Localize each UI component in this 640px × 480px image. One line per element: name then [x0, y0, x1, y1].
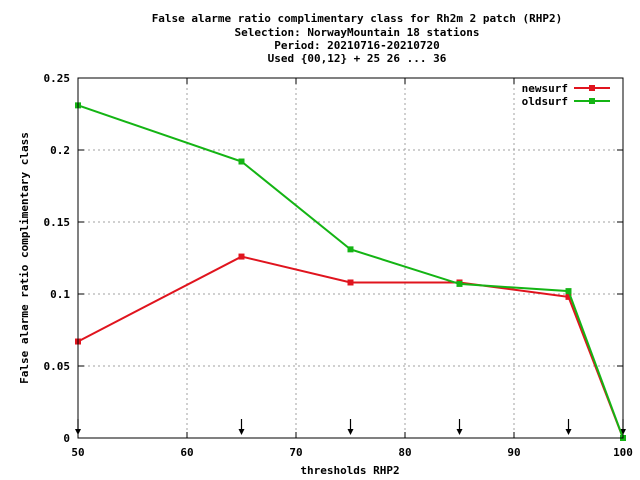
threshold-markers — [75, 419, 626, 435]
x-tick-label: 80 — [398, 446, 411, 459]
x-tick-label: 90 — [507, 446, 520, 459]
series-line-oldsurf — [77, 104, 624, 439]
threshold-arrow-head — [565, 429, 572, 435]
chart-title-line-1: False alarme ratio complimentary class f… — [152, 12, 563, 25]
x-tick-label: 60 — [180, 446, 193, 459]
y-tick-label: 0.05 — [44, 360, 71, 373]
x-axis-ticks: 50 60 70 80 90 100 — [71, 78, 633, 459]
legend-marker-newsurf — [589, 85, 595, 91]
data-point-oldsurf — [347, 246, 354, 253]
legend-label-oldsurf: oldsurf — [522, 95, 568, 108]
y-axis-ticks: 0 0.05 0.1 0.15 0.2 0.25 — [44, 72, 623, 445]
threshold-arrow-icon — [565, 419, 572, 435]
threshold-arrow-icon — [347, 419, 354, 435]
legend-marker-oldsurf — [589, 98, 595, 104]
threshold-arrow-head — [456, 429, 463, 435]
chart-title-line-3: Period: 20210716-20210720 — [274, 39, 440, 52]
y-tick-label: 0.2 — [50, 144, 70, 157]
y-tick-label: 0 — [63, 432, 70, 445]
x-tick-label: 70 — [289, 446, 302, 459]
data-point-newsurf — [565, 293, 572, 300]
x-tick-label: 100 — [613, 446, 633, 459]
y-tick-label: 0.25 — [44, 72, 71, 85]
threshold-arrow-head — [347, 429, 354, 435]
threshold-arrow-icon — [456, 419, 463, 435]
plot-frame — [77, 77, 624, 439]
chart-title-line-2: Selection: NorwayMountain 18 stations — [234, 26, 479, 39]
series-newsurf — [75, 253, 626, 441]
grid — [78, 78, 623, 438]
legend-label-newsurf: newsurf — [522, 82, 568, 95]
y-tick-label: 0.15 — [44, 216, 71, 229]
data-point-oldsurf — [565, 288, 572, 295]
data-point-newsurf — [238, 253, 245, 260]
chart-title: False alarme ratio complimentary class f… — [152, 12, 563, 65]
data-point-oldsurf — [456, 280, 463, 287]
series-lines — [75, 102, 626, 441]
data-point-oldsurf — [238, 158, 245, 165]
data-point-newsurf — [347, 279, 354, 286]
y-axis-label: False alarme ratio complimentary class — [18, 132, 31, 384]
threshold-arrow-head — [238, 429, 245, 435]
series-oldsurf — [75, 102, 626, 441]
y-tick-label: 0.1 — [50, 288, 70, 301]
x-axis-label: thresholds RHP2 — [300, 464, 399, 477]
x-tick-label: 50 — [71, 446, 84, 459]
chart-title-line-4: Used {00,12} + 25 26 ... 36 — [268, 52, 447, 65]
threshold-arrow-icon — [238, 419, 245, 435]
series-line-newsurf — [77, 255, 624, 439]
